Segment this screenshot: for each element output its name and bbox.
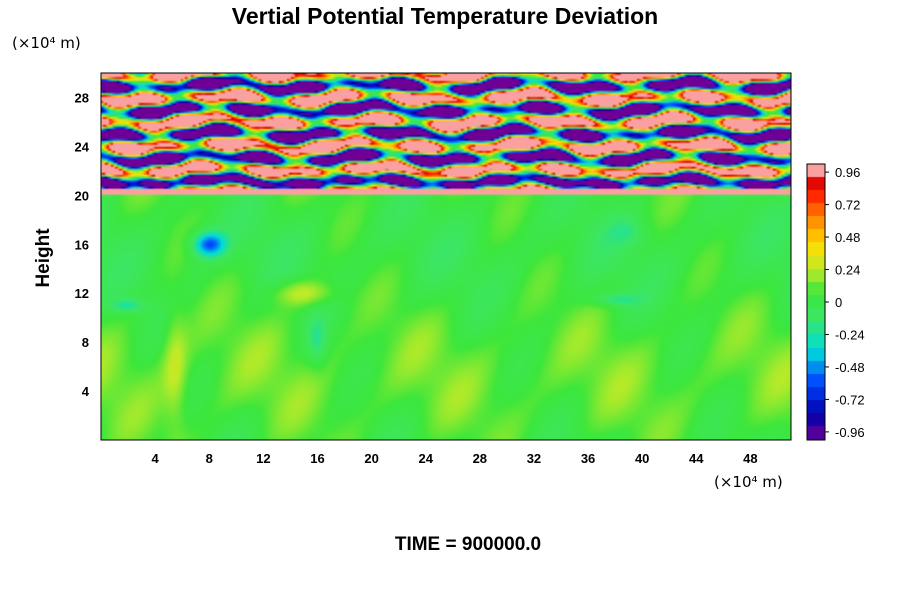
x-tick-label: 16 [310, 451, 324, 466]
y-tick-label: 12 [75, 286, 89, 301]
colorbar-gradient [807, 164, 825, 440]
colorbar-tick-label: -0.96 [835, 425, 865, 440]
y-tick-label: 24 [75, 139, 90, 154]
colorbar-tick-label: -0.48 [835, 360, 865, 375]
colorbar-tick-label: 0.48 [835, 230, 860, 245]
x-axis-ticks: 4 8 12 16 20 24 28 32 36 40 44 48 [152, 451, 758, 466]
colorbar: 0.96 0.72 0.48 0.24 0 -0.24 -0.48 -0.72 -0.96 [806, 163, 865, 441]
y-tick-label: 28 [75, 90, 89, 105]
colorbar-tick-label: 0.24 [835, 263, 860, 278]
x-tick-label: 44 [689, 451, 704, 466]
colorbar-tick-label: 0.96 [835, 165, 860, 180]
colorbar-tick-label: -0.72 [835, 392, 865, 407]
colorbar-tick-label: -0.24 [835, 327, 865, 342]
x-tick-label: 36 [581, 451, 595, 466]
chart-title: Vertial Potential Temperature Deviation [232, 3, 658, 29]
colorbar-tick-label: 0 [835, 295, 842, 310]
x-tick-label: 40 [635, 451, 649, 466]
x-tick-label: 24 [418, 451, 433, 466]
y-tick-label: 20 [75, 188, 89, 203]
y-tick-label: 4 [82, 384, 90, 399]
x-axis-unit: (×10⁴ m) [714, 473, 783, 491]
y-tick-label: 8 [82, 335, 89, 350]
x-tick-label: 32 [527, 451, 541, 466]
time-label: TIME = 900000.0 [395, 534, 541, 555]
y-axis-unit: (×10⁴ m) [12, 34, 81, 52]
heatmap-image [101, 73, 791, 440]
y-axis-ticks: 4 8 12 16 20 24 28 [75, 90, 90, 399]
y-axis-label: Height [33, 228, 54, 288]
x-tick-label: 28 [473, 451, 487, 466]
x-tick-label: 20 [364, 451, 378, 466]
heatmap-plot-area [100, 72, 792, 441]
plot-frame [100, 72, 792, 441]
x-tick-label: 12 [256, 451, 270, 466]
colorbar-tick-label: 0.72 [835, 198, 860, 213]
x-tick-label: 8 [206, 451, 213, 466]
x-tick-label: 48 [743, 451, 757, 466]
x-tick-label: 4 [152, 451, 160, 466]
y-tick-label: 16 [75, 237, 89, 252]
colorbar-ticks: 0.96 0.72 0.48 0.24 0 -0.24 -0.48 -0.72 -0.96 [825, 165, 865, 440]
